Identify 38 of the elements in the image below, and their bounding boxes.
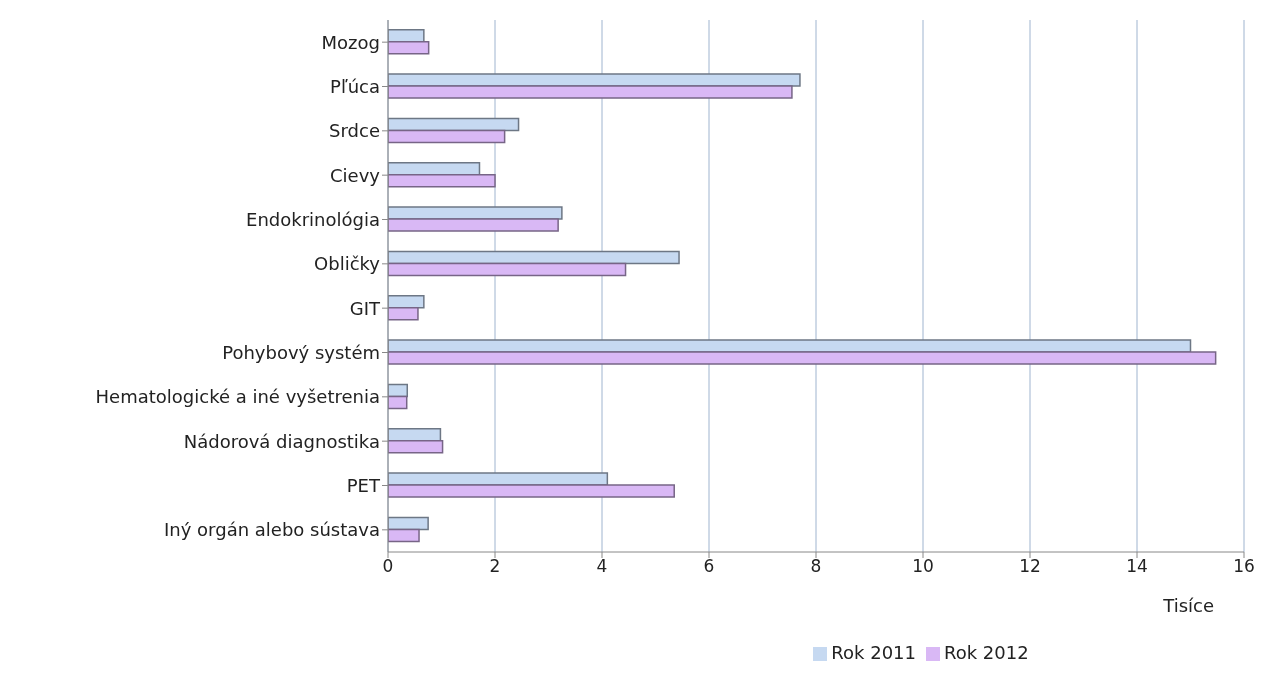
x-tick-label: 4 (596, 556, 608, 577)
y-tick-label: GIT (349, 297, 381, 319)
x-tick-label: 2 (489, 556, 501, 577)
bar (388, 440, 444, 454)
bar (388, 41, 430, 55)
legend-label: Rok 2012 (944, 642, 1029, 663)
x-axis-title: Tisíce (1162, 595, 1214, 616)
y-tick-label: Cievy (330, 164, 381, 186)
bar (388, 129, 506, 144)
y-tick-label: Iný orgán alebo sústava (164, 519, 380, 541)
x-tick-label: 10 (912, 556, 934, 577)
x-tick-label: 12 (1019, 556, 1041, 577)
y-tick-label: Hematologické a iné vyšetrenia (95, 386, 380, 408)
y-tick-label: Mozog (321, 31, 380, 53)
bar (388, 262, 627, 277)
bar (388, 528, 420, 543)
x-tick-label: 8 (810, 556, 822, 577)
bar (388, 484, 675, 498)
bar (388, 250, 680, 265)
bar (388, 351, 1217, 365)
y-tick-label: Pľúca (330, 75, 380, 97)
y-tick-label: Srdce (329, 120, 380, 142)
bar (388, 174, 496, 188)
x-tick-label: 6 (703, 556, 715, 577)
bar (388, 307, 419, 321)
y-tick-label: Nádorová diagnostika (183, 430, 380, 452)
y-tick-label: Endokrinológia (246, 208, 380, 230)
legend-label: Rok 2011 (831, 642, 916, 663)
y-tick-label: Obličky (314, 253, 381, 275)
y-tick-label: PET (346, 474, 381, 496)
bar (388, 395, 408, 410)
bar (388, 295, 425, 309)
x-tick-label: 14 (1126, 556, 1148, 577)
bar (388, 85, 793, 99)
x-tick-label: 16 (1233, 556, 1255, 577)
bar (388, 218, 559, 232)
x-tick-label: 0 (382, 556, 394, 577)
y-tick-label: Pohybový systém (222, 341, 380, 363)
